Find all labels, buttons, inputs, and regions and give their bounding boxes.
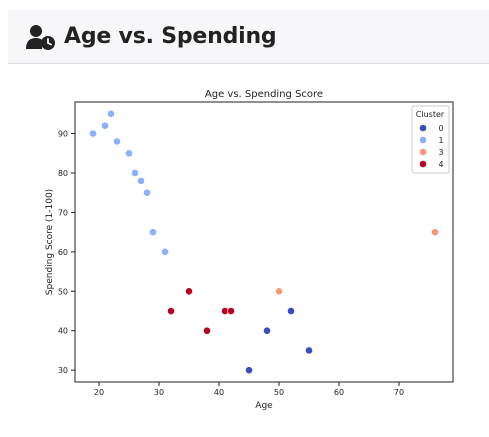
- legend-label: 4: [438, 160, 443, 169]
- data-point-cluster-1: [89, 129, 97, 138]
- x-tick-label: 50: [274, 388, 284, 397]
- data-point-cluster-1: [143, 188, 151, 197]
- data-point-cluster-1: [131, 169, 139, 177]
- x-axis-label: Age: [255, 401, 273, 411]
- y-tick-label: 80: [58, 169, 68, 178]
- legend-label: 0: [438, 124, 443, 133]
- y-tick-label: 40: [58, 327, 68, 336]
- page-title: Age vs. Spending: [64, 24, 277, 49]
- chart-title: Age vs. Spending Score: [205, 89, 323, 100]
- plot-area: [74, 101, 454, 383]
- data-point-cluster-0: [245, 366, 253, 375]
- y-tick-label: 60: [58, 248, 68, 257]
- data-point-cluster-1: [125, 149, 133, 158]
- user-clock-icon: [26, 24, 56, 50]
- data-point-cluster-1: [137, 176, 145, 185]
- y-tick-label: 50: [58, 287, 68, 296]
- data-point-cluster-0: [263, 326, 271, 335]
- data-point-cluster-0: [287, 307, 295, 315]
- x-tick-label: 30: [154, 388, 164, 397]
- data-point-cluster-4: [227, 307, 235, 315]
- data-point-cluster-0: [305, 346, 313, 355]
- legend-label: 1: [438, 136, 443, 145]
- x-tick-label: 20: [94, 388, 104, 397]
- data-point-cluster-1: [107, 109, 115, 118]
- data-point-cluster-4: [203, 326, 211, 335]
- data-point-cluster-1: [149, 228, 157, 237]
- legend-label: 3: [438, 148, 443, 157]
- y-tick-label: 90: [58, 130, 68, 139]
- legend-marker: [419, 136, 427, 144]
- data-point-cluster-4: [167, 307, 175, 315]
- data-point-cluster-1: [101, 121, 109, 130]
- data-point-cluster-1: [161, 247, 169, 256]
- x-tick-label: 70: [394, 388, 404, 397]
- data-point-cluster-4: [185, 287, 193, 296]
- y-tick-label: 70: [58, 208, 68, 217]
- legend-marker: [419, 160, 427, 168]
- data-point-cluster-1: [113, 137, 121, 146]
- data-point-cluster-3: [275, 287, 283, 296]
- chart-legend: Cluster 0 1 3 4: [411, 105, 450, 174]
- legend-marker: [419, 124, 427, 132]
- x-tick-label: 40: [214, 388, 224, 397]
- scatter-chart: Age vs. Spending Score Age Spending Scor…: [45, 89, 454, 411]
- data-point-cluster-3: [431, 228, 439, 237]
- y-axis-label: Spending Score (1-100): [45, 189, 55, 295]
- legend-marker: [419, 148, 427, 156]
- page-header: Age vs. Spending: [8, 10, 489, 64]
- legend-title: Cluster: [416, 110, 445, 119]
- y-tick-label: 30: [58, 366, 68, 375]
- x-tick-label: 60: [334, 388, 344, 397]
